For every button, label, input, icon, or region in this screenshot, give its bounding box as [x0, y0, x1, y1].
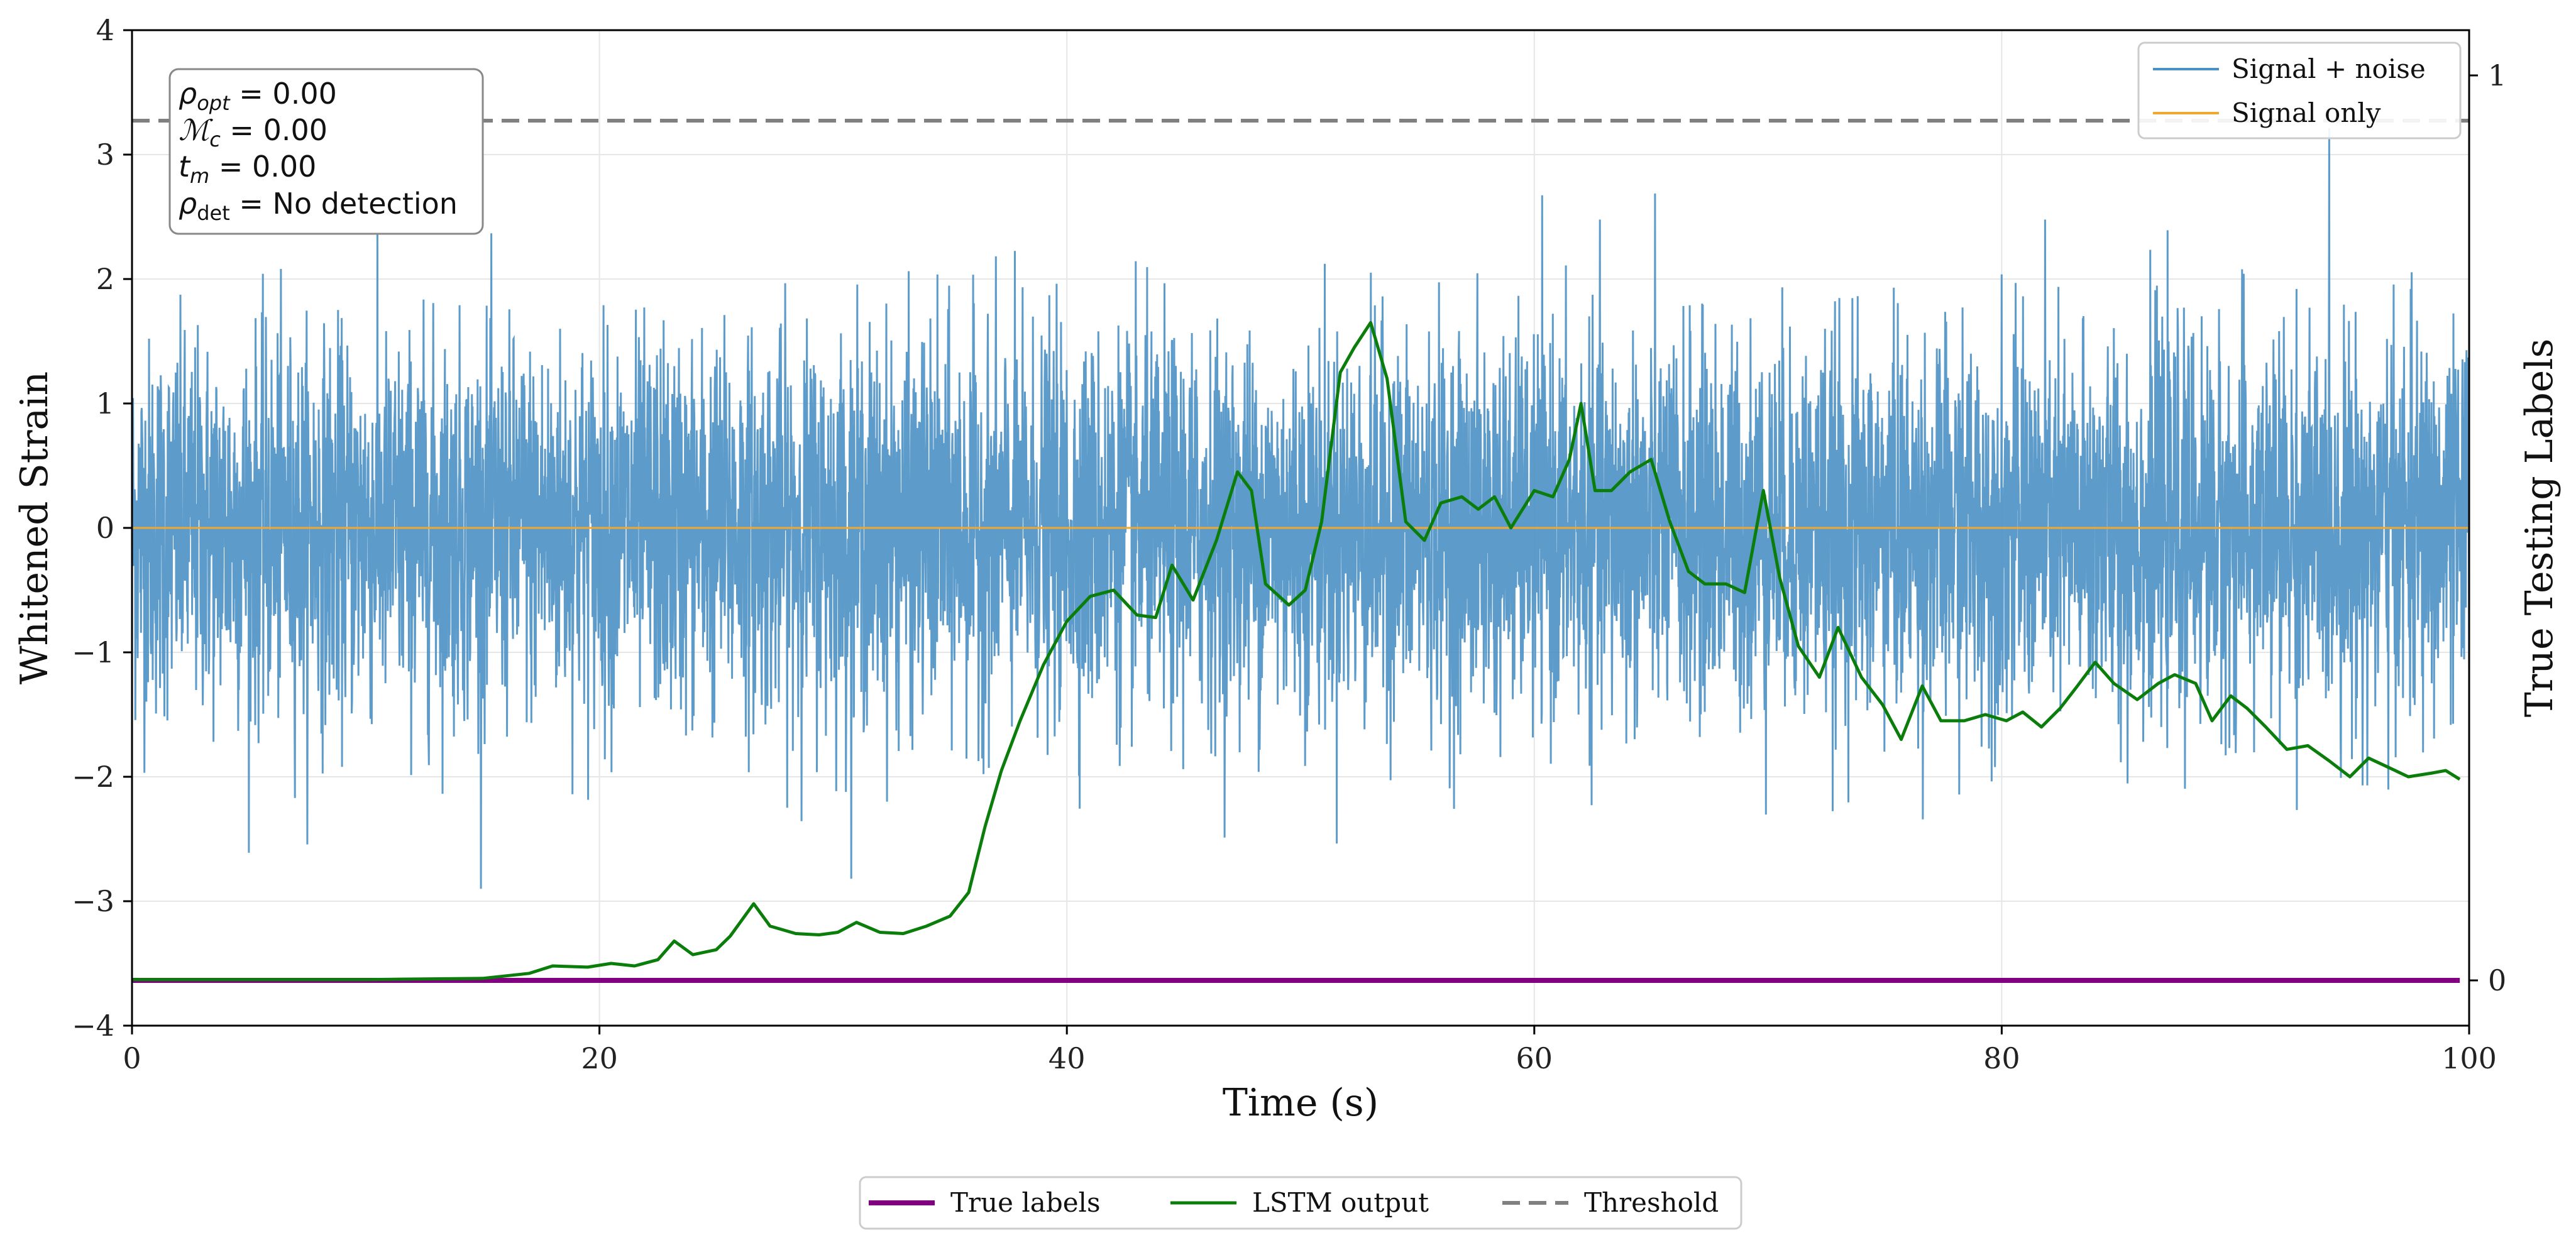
x-tick-label-80: 80: [1983, 1041, 2020, 1075]
legend-label-signal-only: Signal only: [2232, 97, 2381, 128]
legend-label-lstm-output: LSTM output: [1252, 1187, 1429, 1218]
y-tick-label-1: 3: [96, 138, 114, 172]
series-lstm-output: [132, 321, 2461, 982]
x-ticks: 0 20 40 60 80 100: [123, 1026, 2497, 1075]
y-tick-label-0: 4: [96, 13, 114, 47]
y-ticks: 4 3 2 1 0 −1 −2 −3 −4: [72, 13, 132, 1043]
y-tick-label-4: 0: [96, 511, 114, 545]
y-tick-label-2: 2: [96, 262, 114, 296]
legend-lower-frame: [859, 1176, 1742, 1230]
legend-label-true-labels: True labels: [950, 1187, 1101, 1218]
legend-upper: Signal + noise Signal only: [2137, 41, 2462, 140]
y2-tick-label-0: 0: [2488, 963, 2506, 997]
x-tick-label-0: 0: [123, 1041, 141, 1075]
legend-label-threshold: Threshold: [1584, 1187, 1719, 1218]
stat-rho-opt: ρopt = 0.00: [179, 77, 337, 115]
y-tick-label-3: 1: [96, 387, 114, 420]
y2-tick-label-1: 1: [2488, 58, 2506, 92]
y-tick-label-7: −3: [72, 884, 114, 918]
y-tick-label-8: −4: [72, 1009, 114, 1043]
stat-rho-det: ρdet = No detection: [179, 187, 458, 225]
x-tick-label-100: 100: [2441, 1041, 2497, 1075]
x-tick-label-60: 60: [1516, 1041, 1553, 1075]
y-axis-label: Whitened Strain: [13, 371, 57, 684]
x-tick-label-20: 20: [581, 1041, 618, 1075]
legend-lower: True labels LSTM output Threshold: [859, 1176, 1742, 1230]
y-tick-label-6: −2: [72, 760, 114, 794]
series-signal-noise: [132, 128, 2469, 889]
y2-axis-label: True Testing Labels: [2518, 339, 2562, 718]
y-tick-label-5: −1: [72, 635, 114, 669]
x-tick-label-40: 40: [1049, 1041, 1086, 1075]
y2-ticks: 10: [2469, 58, 2506, 997]
legend-label-signal-noise: Signal + noise: [2232, 53, 2426, 84]
stat-mc: ℳc = 0.00: [179, 113, 328, 151]
stats-box: ρopt = 0.00 ℳc = 0.00 tm = 0.00 ρdet = N…: [168, 68, 484, 235]
x-axis-label: Time (s): [1223, 1081, 1379, 1125]
stat-tm: tm = 0.00: [179, 150, 316, 188]
stats-box-frame: [168, 68, 484, 235]
